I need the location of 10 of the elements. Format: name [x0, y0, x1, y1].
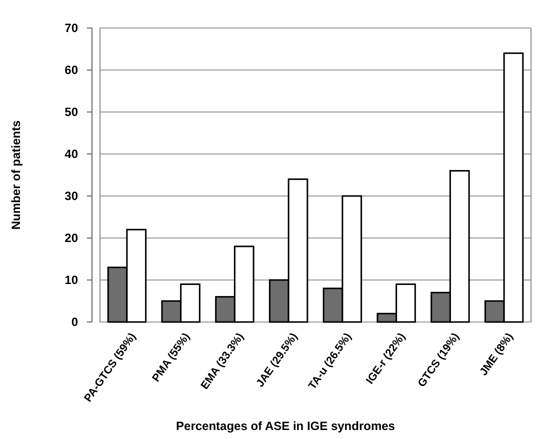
y-tick-label: 40 — [64, 147, 78, 162]
y-tick-label: 60 — [64, 63, 78, 78]
x-axis-title: Percentages of ASE in IGE syndromes — [176, 419, 396, 433]
y-axis-title: Number of patients — [9, 120, 23, 230]
y-tick-label: 50 — [64, 105, 78, 120]
y-tick-label: 70 — [64, 21, 78, 36]
y-tick-label: 20 — [64, 231, 78, 246]
y-tick-label: 0 — [71, 315, 78, 330]
y-tick-label: 30 — [64, 189, 78, 204]
y-tick-label: 10 — [64, 273, 78, 288]
